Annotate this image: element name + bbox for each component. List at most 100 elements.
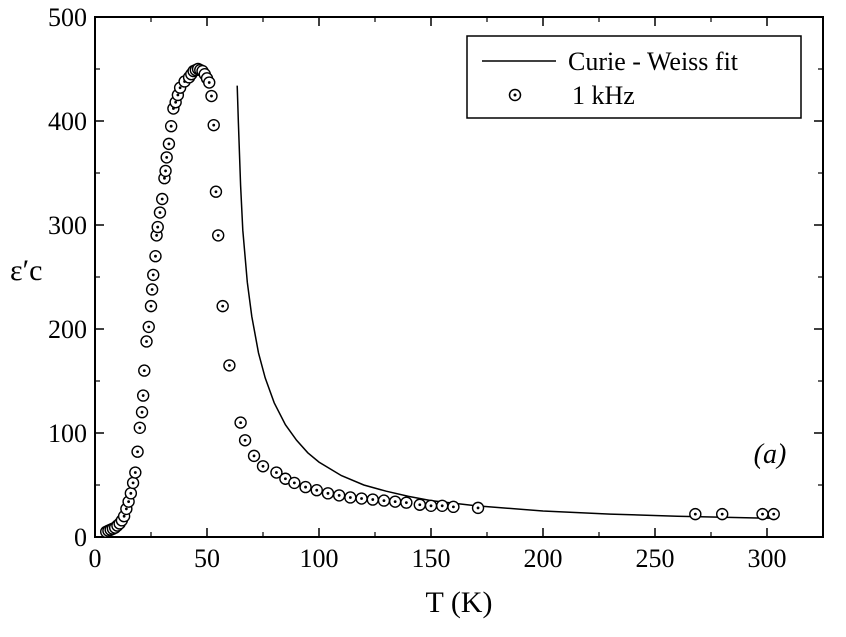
data-point — [144, 299, 158, 313]
data-point-center — [149, 304, 153, 308]
data-point — [203, 76, 216, 89]
data-point-center — [360, 497, 363, 500]
data-point — [400, 496, 413, 509]
data-point — [133, 421, 147, 434]
y-tick-label: 400 — [48, 107, 87, 136]
x-tick-label: 100 — [300, 544, 339, 573]
data-point-center — [138, 426, 142, 430]
data-point-center — [720, 512, 724, 516]
data-point-center — [252, 454, 256, 458]
data-point — [689, 507, 702, 521]
data-point — [142, 320, 155, 334]
data-point-center — [145, 340, 148, 343]
x-tick-label: 0 — [89, 544, 102, 573]
data-point-center — [304, 485, 307, 489]
x-tick-label: 300 — [748, 544, 787, 573]
data-point — [424, 499, 438, 512]
data-point-center — [151, 273, 155, 277]
data-point — [153, 206, 167, 219]
y-tick-label: 100 — [48, 419, 87, 448]
data-point-center — [210, 94, 213, 98]
axis-ticks — [94, 16, 823, 538]
data-point — [247, 449, 261, 463]
data-point — [756, 507, 769, 521]
data-point — [377, 494, 391, 507]
data-point-center — [136, 450, 139, 454]
data-point — [207, 118, 220, 132]
data-point-center — [243, 438, 247, 442]
data-point-center — [337, 494, 341, 497]
data-point-center — [382, 499, 386, 502]
data-point-center — [452, 505, 455, 509]
data-point-center — [127, 500, 130, 504]
data-point — [270, 466, 283, 479]
data-point — [279, 472, 292, 485]
y-tick-label: 500 — [48, 3, 87, 32]
y-tick-label: 0 — [74, 523, 87, 552]
data-point — [716, 507, 729, 521]
data-point — [299, 480, 312, 494]
data-point — [124, 487, 138, 500]
data-point — [160, 151, 173, 164]
data-point-center — [315, 488, 319, 492]
data-point-center — [239, 421, 243, 424]
x-tick-label: 250 — [636, 544, 675, 573]
data-point-center — [163, 176, 166, 180]
data-point-center — [164, 169, 167, 173]
data-point — [205, 89, 218, 103]
data-point-center — [212, 123, 216, 127]
data-point-center — [147, 325, 151, 329]
data-point — [413, 498, 426, 511]
legend-box — [466, 35, 802, 119]
data-point-center — [326, 491, 330, 495]
curie-weiss-fit-series — [236, 85, 774, 520]
data-point-center — [476, 506, 480, 510]
data-point-center — [131, 481, 135, 485]
data-point-center — [761, 512, 764, 516]
data-point-center — [140, 410, 144, 414]
data-point-center — [141, 394, 145, 397]
data-point-center — [178, 86, 182, 90]
y-tick-label: 200 — [48, 315, 87, 344]
data-point — [447, 500, 460, 514]
data-point-center — [169, 124, 173, 128]
data-point-center — [142, 369, 146, 372]
data-point — [321, 487, 335, 500]
legend-label-1khz: 1 kHz — [572, 81, 635, 110]
y-tick-label: 300 — [48, 211, 87, 240]
data-point — [223, 359, 236, 372]
data-point — [332, 489, 346, 502]
data-point — [366, 493, 379, 506]
data-point — [159, 164, 172, 178]
data-point-center — [155, 234, 159, 237]
data-point-center — [772, 512, 776, 516]
data-point — [355, 492, 368, 505]
data-point — [164, 119, 178, 133]
tick-labels: 0 50 100 150 200 250 300 0 100 200 300 400 500 — [48, 3, 787, 573]
data-point-center — [160, 197, 164, 201]
data-point — [767, 507, 780, 521]
data-point-center — [150, 288, 154, 291]
y-axis-title: ε′c — [10, 254, 42, 287]
data-point — [344, 491, 357, 504]
data-point — [151, 220, 164, 234]
data-point-center — [371, 498, 375, 501]
x-tick-label: 200 — [524, 544, 563, 573]
data-point-center — [292, 481, 296, 485]
data-point-center — [693, 512, 697, 516]
data-point — [147, 268, 160, 282]
data-point-center — [154, 254, 157, 258]
legend: Curie - Weiss fit 1 kHz — [466, 35, 802, 119]
data-points-1khz — [99, 62, 780, 538]
data-point — [149, 250, 162, 263]
data-point-center — [124, 507, 128, 511]
data-point — [209, 185, 223, 198]
data-point-center — [156, 225, 160, 229]
data-point-center — [165, 156, 169, 159]
x-tick-label: 50 — [194, 544, 220, 573]
data-point — [310, 484, 323, 497]
x-axis-title: T (K) — [426, 586, 493, 619]
data-point-center — [176, 93, 180, 97]
data-point-center — [158, 211, 162, 214]
